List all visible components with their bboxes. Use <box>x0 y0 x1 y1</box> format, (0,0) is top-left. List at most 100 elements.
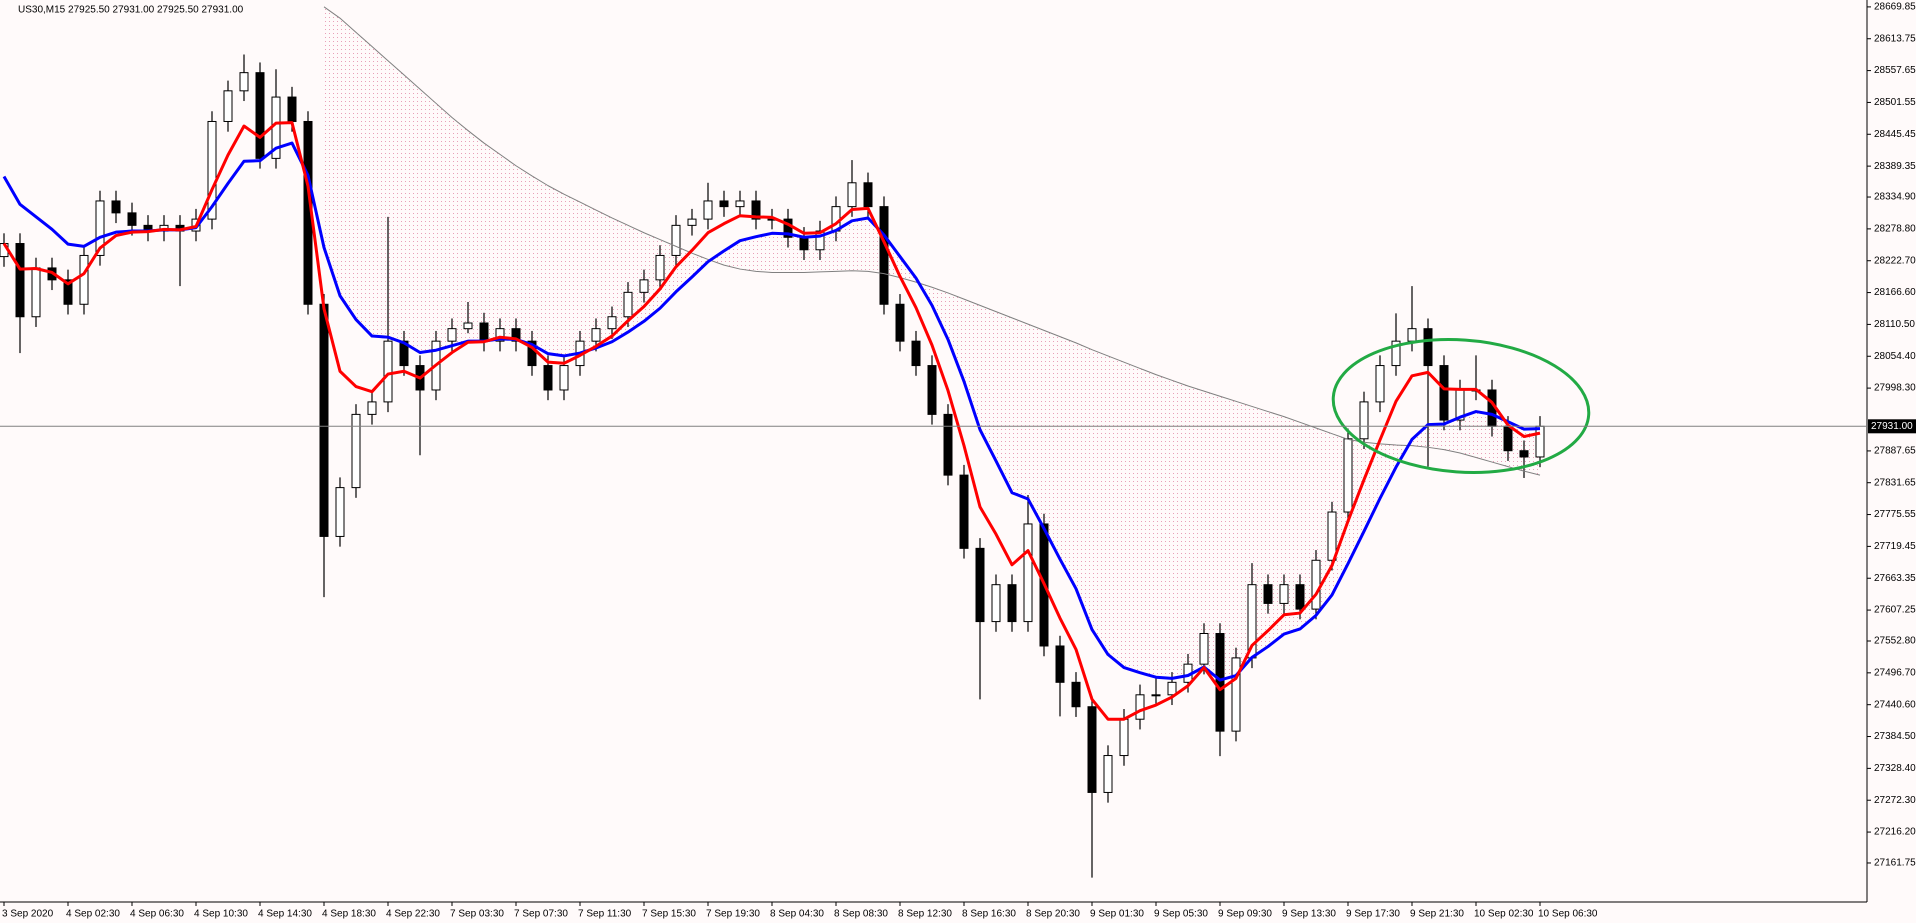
y-tick-label: 27440.60 <box>1874 699 1916 710</box>
x-tick-label: 7 Sep 03:30 <box>450 909 504 920</box>
candle-body <box>591 328 601 342</box>
candle-body <box>927 365 937 415</box>
candle-body <box>1151 694 1161 697</box>
candle-body <box>479 322 489 342</box>
cloud-layer <box>324 6 1540 681</box>
candle-body <box>1295 584 1305 610</box>
candle-body <box>671 224 681 256</box>
x-tick-label: 9 Sep 09:30 <box>1218 909 1272 920</box>
y-tick-label: 27552.80 <box>1874 636 1916 647</box>
candle-body <box>991 584 1001 623</box>
candle-body <box>1071 681 1081 708</box>
candle-body <box>879 206 889 305</box>
candle-body <box>1503 425 1513 452</box>
x-tick-label: 4 Sep 22:30 <box>386 909 440 920</box>
candle-body <box>1407 328 1417 342</box>
candle-body <box>1023 523 1033 623</box>
candle-body <box>223 90 233 122</box>
candle-body <box>1343 438 1353 513</box>
candle-body <box>383 340 393 403</box>
candle-body <box>735 200 745 208</box>
line-layer <box>2 6 1541 721</box>
candle-body <box>399 340 409 367</box>
price-label-box <box>1868 419 1916 434</box>
candle-body <box>207 120 217 220</box>
x-tick-label: 9 Sep 01:30 <box>1090 909 1144 920</box>
y-tick-label: 27719.45 <box>1874 541 1916 552</box>
candle-body <box>1087 706 1097 793</box>
candle-body <box>127 212 137 226</box>
candle-body <box>1103 755 1113 793</box>
x-tick-label: 7 Sep 07:30 <box>514 909 568 920</box>
candle-body <box>111 200 121 214</box>
x-tick-label: 10 Sep 02:30 <box>1474 909 1534 920</box>
y-tick-label: 28669.85 <box>1874 2 1916 13</box>
candle-body <box>559 365 569 391</box>
y-tick-label: 27216.20 <box>1874 827 1916 838</box>
x-tick-label: 7 Sep 11:30 <box>578 909 632 920</box>
candle-body <box>1135 694 1145 720</box>
x-tick-label: 9 Sep 13:30 <box>1282 909 1336 920</box>
ma-line <box>2 121 1541 721</box>
candle-body <box>287 96 297 122</box>
candle-body <box>799 236 809 251</box>
y-tick-label: 28389.35 <box>1874 161 1916 172</box>
candle-body <box>1519 450 1529 458</box>
x-tick-label: 9 Sep 17:30 <box>1346 909 1400 920</box>
candle-body <box>1391 340 1401 367</box>
y-tick-label: 27607.25 <box>1874 605 1916 616</box>
x-tick-label: 9 Sep 05:30 <box>1154 909 1208 920</box>
candle-body <box>1263 584 1273 604</box>
candle-body <box>1279 584 1289 604</box>
y-tick-label: 28278.80 <box>1874 224 1916 235</box>
y-tick-label: 27496.70 <box>1874 667 1916 678</box>
candle-body <box>1167 681 1177 696</box>
candle-body <box>959 474 969 549</box>
y-tick-label: 27998.30 <box>1874 383 1916 394</box>
candle-body <box>463 322 473 330</box>
candle-body <box>911 340 921 367</box>
y-tick-label: 28054.40 <box>1874 351 1916 362</box>
candle-body <box>1375 365 1385 403</box>
candle-body <box>1199 633 1209 665</box>
candle-body <box>975 547 985 623</box>
x-tick-label: 7 Sep 15:30 <box>642 909 696 920</box>
candle-body <box>543 365 553 391</box>
candle-body <box>1439 365 1449 421</box>
candle-body <box>1423 328 1433 367</box>
candle-body <box>863 182 873 208</box>
candle-body <box>63 279 73 305</box>
candle-body <box>527 340 537 367</box>
x-tick-label: 8 Sep 12:30 <box>898 909 952 920</box>
candle-body <box>847 182 857 208</box>
y-tick-label: 27663.35 <box>1874 573 1916 584</box>
ma-line <box>323 6 1541 476</box>
candle-body <box>655 254 665 281</box>
candle-body <box>367 401 377 415</box>
candle-body <box>511 328 521 342</box>
candle-body <box>319 303 329 537</box>
y-tick-label: 28166.60 <box>1874 287 1916 298</box>
candle-body <box>31 267 41 318</box>
x-tick-label: 4 Sep 02:30 <box>66 909 120 920</box>
x-tick-label: 3 Sep 2020 <box>2 909 54 920</box>
candle-body <box>1311 559 1321 610</box>
y-tick-label: 27831.65 <box>1874 477 1916 488</box>
candle-body <box>255 72 265 159</box>
y-tick-label: 28334.90 <box>1874 192 1916 203</box>
candle-body <box>639 279 649 293</box>
candle-body <box>895 303 905 342</box>
y-tick-label: 28557.65 <box>1874 65 1916 76</box>
candle-body <box>447 328 457 342</box>
candle-body <box>351 413 361 489</box>
y-tick-label: 27887.65 <box>1874 446 1916 457</box>
candle-body <box>623 291 633 318</box>
ma-cloud <box>324 6 1540 681</box>
candle-body <box>1055 645 1065 683</box>
x-tick-label: 4 Sep 06:30 <box>130 909 184 920</box>
candle-layer <box>0 54 1545 878</box>
